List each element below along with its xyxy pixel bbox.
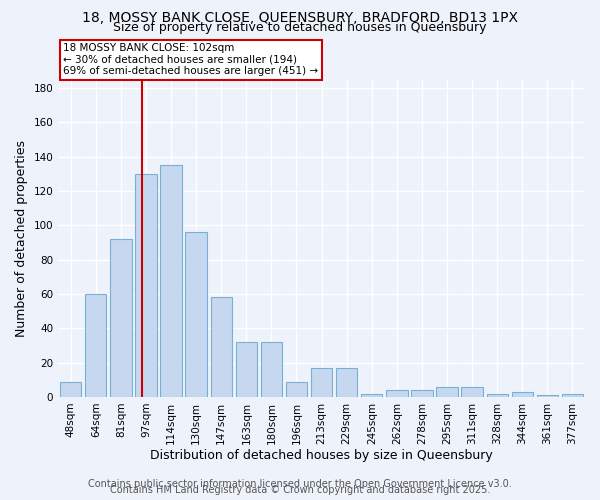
Text: Contains public sector information licensed under the Open Government Licence v3: Contains public sector information licen… (88, 479, 512, 489)
Bar (436, 386, 458, 397)
Bar (236, 342, 257, 397)
Bar (261, 342, 282, 397)
Bar (537, 395, 558, 397)
X-axis label: Distribution of detached houses by size in Queensbury: Distribution of detached houses by size … (150, 450, 493, 462)
Bar (160, 166, 182, 397)
Bar (411, 390, 433, 397)
Bar (311, 368, 332, 397)
Bar (286, 382, 307, 397)
Text: Size of property relative to detached houses in Queensbury: Size of property relative to detached ho… (113, 21, 487, 34)
Bar (85, 294, 106, 397)
Bar (211, 298, 232, 397)
Bar (110, 239, 131, 397)
Bar (60, 382, 82, 397)
Bar (386, 390, 407, 397)
Bar (136, 174, 157, 397)
Bar (562, 394, 583, 397)
Text: 18, MOSSY BANK CLOSE, QUEENSBURY, BRADFORD, BD13 1PX: 18, MOSSY BANK CLOSE, QUEENSBURY, BRADFO… (82, 11, 518, 25)
Bar (487, 394, 508, 397)
Y-axis label: Number of detached properties: Number of detached properties (15, 140, 28, 337)
Text: Contains HM Land Registry data © Crown copyright and database right 2025.: Contains HM Land Registry data © Crown c… (110, 485, 490, 495)
Bar (461, 386, 483, 397)
Bar (336, 368, 358, 397)
Text: 18 MOSSY BANK CLOSE: 102sqm
← 30% of detached houses are smaller (194)
69% of se: 18 MOSSY BANK CLOSE: 102sqm ← 30% of det… (64, 43, 319, 76)
Bar (512, 392, 533, 397)
Bar (185, 232, 207, 397)
Bar (361, 394, 382, 397)
